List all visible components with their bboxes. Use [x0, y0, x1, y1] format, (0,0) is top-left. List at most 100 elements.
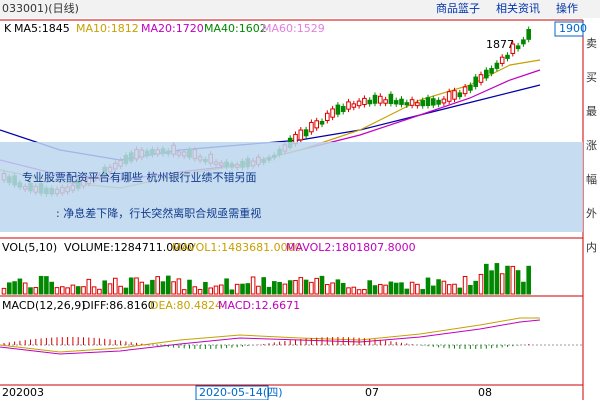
tab[interactable]: 相关资讯 — [496, 1, 540, 15]
candle-body — [362, 97, 367, 106]
volume-bar — [425, 277, 431, 295]
volume-bar — [261, 277, 266, 295]
vol-label: MAVOL1:1483681.0000 — [172, 241, 302, 254]
volume-bar — [91, 286, 97, 295]
volume-bar — [478, 273, 484, 295]
candle-body — [309, 121, 314, 133]
candle-body — [505, 54, 510, 59]
candle-body — [521, 39, 526, 45]
volume-bar — [409, 281, 415, 295]
ma-label: MA10:1812 — [76, 22, 139, 35]
macd-label: MACD:12.6671 — [218, 299, 300, 312]
axis-box-label: 1900 — [559, 22, 587, 35]
ma-label: MA20:1720 — [141, 22, 204, 35]
volume-bar — [113, 277, 118, 295]
volume-bar — [17, 278, 23, 295]
vol-label: VOLUME:1284711.0000 — [64, 241, 194, 254]
volume-bar — [303, 279, 309, 295]
candle-body — [388, 93, 394, 104]
volume-bar — [446, 284, 452, 295]
volume-bar — [272, 281, 277, 295]
volume-bar — [86, 278, 92, 295]
volume-bar — [515, 270, 521, 295]
candle-body — [404, 102, 410, 106]
top-bar — [0, 0, 600, 18]
volume-bar — [399, 282, 404, 295]
tab[interactable]: 商品篮子 — [436, 1, 480, 15]
axis-box — [554, 21, 584, 37]
candle-body — [499, 56, 505, 64]
volume-bar — [484, 263, 489, 295]
volume-bar — [176, 278, 182, 295]
volume-bar — [362, 289, 367, 295]
volume-bar — [287, 280, 293, 295]
candle-body — [340, 106, 346, 112]
macd-label: DEA:80.4824 — [150, 299, 222, 312]
volume-bar — [160, 281, 166, 295]
candle-body — [431, 98, 436, 106]
candle-body — [415, 102, 420, 107]
candle-body — [473, 76, 478, 87]
candle-body — [478, 74, 484, 83]
candle-body — [510, 43, 516, 54]
volume-bar — [356, 289, 362, 295]
sidebar-char: 外 — [586, 207, 597, 220]
candle-body — [356, 100, 362, 107]
x-label: 08 — [478, 386, 492, 399]
volume-bar — [33, 287, 39, 295]
tab[interactable]: 操作 — [556, 1, 578, 15]
macd-line — [0, 317, 540, 353]
volume-bar — [139, 281, 145, 295]
candle-body — [367, 99, 372, 105]
candle-body — [335, 104, 341, 115]
volume-bar — [499, 273, 505, 295]
volume-bar — [436, 279, 441, 295]
volume-bar — [521, 281, 526, 295]
volume-bar — [171, 281, 176, 295]
volume-bar — [250, 276, 256, 295]
volume-bar — [431, 285, 436, 295]
volume-bar — [388, 281, 394, 295]
volume-bar — [70, 284, 76, 295]
volume-bar — [266, 286, 272, 295]
volume-bar — [298, 277, 304, 295]
volume-bar — [383, 284, 388, 295]
volume-bar — [1, 287, 7, 295]
volume-bar — [462, 275, 468, 295]
vol-label: MAVOL2:1801807.8000 — [286, 241, 416, 254]
volume-bar — [187, 279, 192, 295]
volume-bar — [49, 281, 55, 295]
volume-bar — [229, 289, 235, 295]
candle-body — [457, 92, 463, 98]
volume-bar — [293, 280, 298, 295]
x-label: 2020-05-14(四) — [199, 386, 283, 399]
code-label: 033001)(日线) — [2, 1, 79, 15]
macd-label: DIFF:86.8160 — [82, 299, 155, 312]
volume-bar — [150, 279, 155, 295]
volume-bar — [128, 277, 134, 295]
volume-bar — [28, 287, 33, 295]
candle-body — [314, 120, 319, 129]
volume-bar — [134, 277, 139, 295]
volume-bar — [393, 282, 399, 295]
volume-bar — [351, 286, 357, 295]
volume-bar — [12, 281, 17, 295]
candle-body — [409, 99, 415, 106]
volume-bar — [330, 282, 335, 295]
candle-body — [383, 99, 388, 104]
banner-line: 专业股票配资平台有哪些 杭州银行业绩不错另面 — [22, 170, 257, 184]
candle-body — [399, 98, 404, 105]
sidebar-char: 内 — [586, 240, 597, 254]
macd-bars — [3, 337, 530, 349]
volume-bar — [144, 284, 150, 295]
sidebar-char: 涨 — [586, 139, 597, 152]
volume-bar — [65, 287, 70, 295]
volume-bar — [203, 281, 208, 295]
candle-body — [325, 112, 330, 122]
candle-body — [298, 129, 304, 141]
volume-bar — [7, 282, 12, 295]
volume-bar — [452, 283, 457, 295]
volume-bar — [505, 265, 510, 295]
x-label: 202003 — [2, 386, 44, 399]
candle-body — [515, 45, 521, 50]
